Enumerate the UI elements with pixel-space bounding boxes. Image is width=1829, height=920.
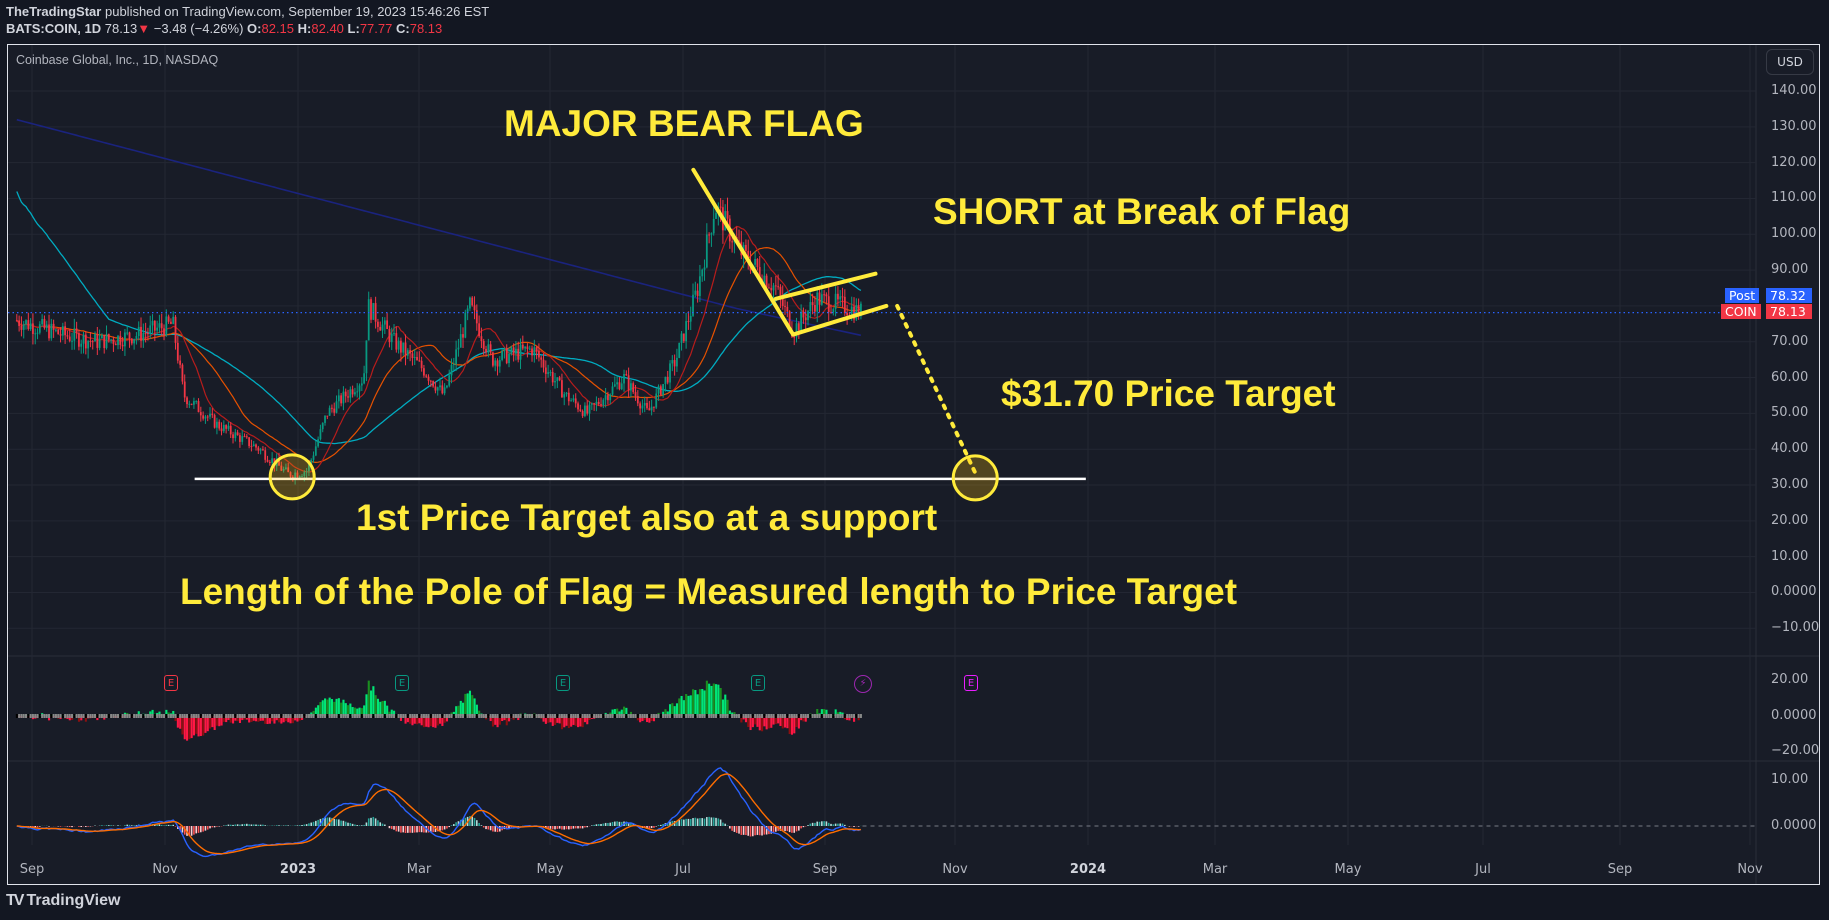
- tradingview-logo[interactable]: TV TradingView: [6, 892, 120, 910]
- price-tick: 100.00: [1771, 226, 1817, 242]
- open-label: O:: [247, 21, 262, 36]
- annotation-short-break[interactable]: SHORT at Break of Flag: [933, 191, 1351, 232]
- time-tick: Mar: [1202, 862, 1228, 877]
- author-name[interactable]: TheTradingStar: [6, 4, 102, 19]
- chart-title: Coinbase Global, Inc., 1D, NASDAQ: [16, 53, 219, 67]
- close-value: 78.13: [409, 21, 443, 36]
- price-tick: 10.00: [1771, 548, 1809, 564]
- publish-info: TheTradingStar published on TradingView.…: [6, 4, 489, 19]
- coin-price-tag: 78.13: [1766, 304, 1812, 319]
- time-tick: 2023: [279, 862, 317, 877]
- squeeze-tick: 0.0000: [1771, 708, 1817, 723]
- time-tick: Nov: [942, 862, 968, 877]
- low-value: 77.77: [359, 21, 393, 36]
- annotation-major-bear-flag[interactable]: MAJOR BEAR FLAG: [504, 103, 864, 144]
- earnings-icon[interactable]: E: [751, 675, 765, 691]
- high-value: 82.40: [311, 21, 344, 36]
- time-tick: May: [536, 862, 564, 877]
- down-arrow-icon: ▼: [137, 21, 151, 36]
- currency-button[interactable]: USD: [1766, 49, 1814, 75]
- time-tick: 2024: [1069, 862, 1107, 877]
- price-change: −3.48 (−4.26%): [153, 21, 244, 36]
- squeeze-tick: 20.00: [1771, 672, 1809, 687]
- tradingview-logo-icon: TV: [6, 892, 25, 909]
- earnings-icon[interactable]: E: [556, 675, 570, 691]
- time-tick: Sep: [19, 862, 45, 877]
- price-tick: 60.00: [1771, 369, 1809, 385]
- post-price-tag: 78.32: [1766, 288, 1812, 303]
- price-tick: 130.00: [1771, 118, 1817, 134]
- price-tick: 20.00: [1771, 512, 1809, 528]
- time-tick: May: [1334, 862, 1362, 877]
- price-tick: 110.00: [1771, 190, 1817, 206]
- squeeze-tick: −20.00: [1771, 743, 1820, 758]
- annotation-support[interactable]: 1st Price Target also at a support: [356, 497, 938, 538]
- macd-tick: 0.0000: [1771, 818, 1817, 833]
- time-tick: Jul: [675, 862, 691, 877]
- symbol-label: BATS:COIN, 1D: [6, 21, 102, 36]
- time-tick: Nov: [152, 862, 178, 877]
- price-tick: 40.00: [1771, 441, 1809, 457]
- high-label: H:: [297, 21, 312, 36]
- close-label: C:: [396, 21, 410, 36]
- time-tick: Jul: [1475, 862, 1491, 877]
- price-tick: −10.00: [1771, 620, 1820, 636]
- chart-canvas[interactable]: [8, 45, 1820, 885]
- published-text: published on TradingView.com, September …: [104, 4, 490, 19]
- earnings-icon[interactable]: E: [964, 675, 978, 691]
- logo-text: TradingView: [26, 892, 121, 909]
- post-label-tag: Post: [1725, 288, 1760, 303]
- time-tick: Nov: [1737, 862, 1763, 877]
- lightning-icon[interactable]: ⚡: [854, 675, 872, 693]
- price-tick: 50.00: [1771, 405, 1809, 421]
- price-tick: 140.00: [1771, 83, 1817, 98]
- price-tick: 90.00: [1771, 262, 1809, 278]
- price-tick: 0.0000: [1771, 584, 1817, 600]
- open-value: 82.15: [261, 21, 295, 36]
- coin-label-tag: COIN: [1721, 304, 1761, 319]
- annotation-price-target[interactable]: $31.70 Price Target: [1001, 373, 1336, 414]
- earnings-icon[interactable]: E: [395, 675, 409, 691]
- time-tick: Sep: [1607, 862, 1633, 877]
- last-price: 78.13: [104, 21, 138, 36]
- price-tick: 120.00: [1771, 154, 1817, 170]
- time-tick: Mar: [406, 862, 432, 877]
- price-tick: 30.00: [1771, 477, 1809, 493]
- annotation-pole-length[interactable]: Length of the Pole of Flag = Measured le…: [180, 571, 1238, 612]
- symbol-info: BATS:COIN, 1D 78.13▼ −3.48 (−4.26%) O:82…: [6, 21, 442, 36]
- time-tick: Sep: [812, 862, 838, 877]
- price-tick: 70.00: [1771, 333, 1809, 349]
- chart-frame[interactable]: Coinbase Global, Inc., 1D, NASDAQ USD 14…: [7, 44, 1820, 885]
- earnings-icon[interactable]: E: [164, 675, 178, 691]
- macd-tick: 10.00: [1771, 772, 1809, 787]
- low-label: L:: [347, 21, 360, 36]
